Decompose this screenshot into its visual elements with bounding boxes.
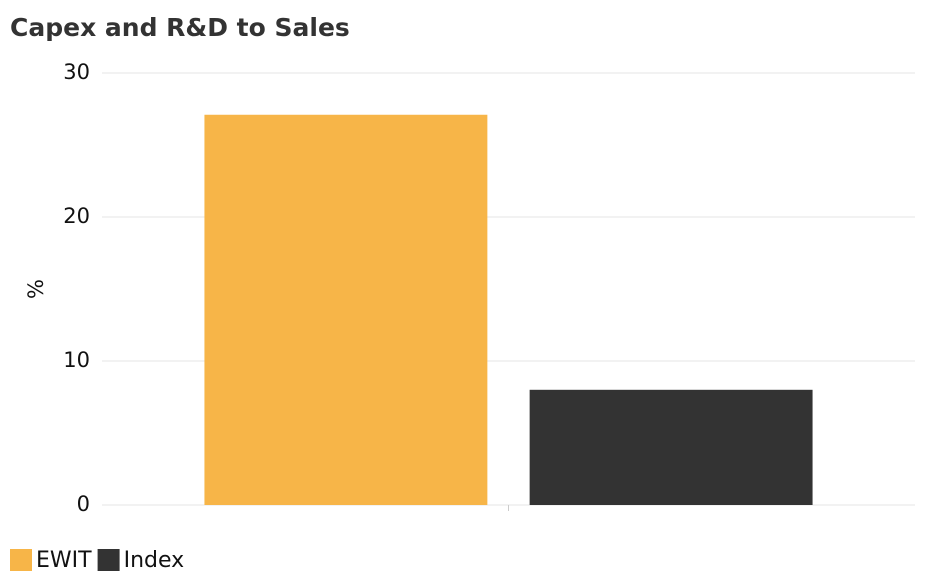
- bar: [529, 389, 813, 505]
- y-tick-label: 0: [77, 492, 90, 516]
- y-tick-label: 30: [63, 60, 90, 84]
- y-tick-label: 10: [63, 348, 90, 372]
- legend-swatch: [10, 549, 32, 571]
- legend-label: Index: [124, 548, 185, 573]
- y-axis-label: %: [24, 279, 48, 299]
- y-tick-label: 20: [63, 204, 90, 228]
- chart-title: Capex and R&D to Sales: [10, 13, 350, 42]
- legend-swatch: [97, 549, 120, 571]
- bar: [204, 114, 488, 505]
- legend-label: EWIT: [36, 548, 92, 573]
